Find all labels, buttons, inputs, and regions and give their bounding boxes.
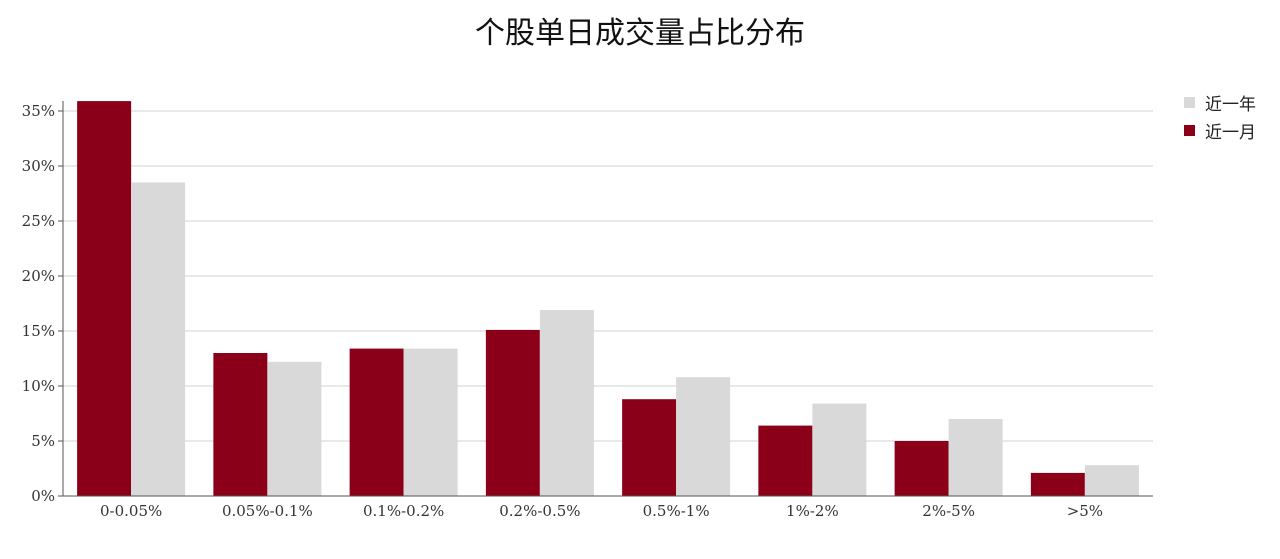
x-tick-label: 0.5%-1% [643, 502, 710, 520]
bar-month [213, 353, 268, 496]
bar-year [539, 310, 594, 496]
bar-month [349, 348, 404, 496]
y-tick-label: 15% [22, 322, 55, 340]
legend-item-year[interactable]: 近一年 [1184, 88, 1256, 116]
x-tick-label: 0-0.05% [100, 502, 162, 520]
bar-year [812, 403, 867, 496]
y-tick-label: 35% [22, 102, 55, 120]
bar-year [267, 361, 322, 496]
bar-year [1084, 465, 1139, 496]
y-tick-label: 25% [22, 212, 55, 230]
legend-label-month: 近一月 [1205, 122, 1256, 143]
legend: 近一年 近一月 [1184, 88, 1256, 144]
bar-year [676, 377, 731, 496]
legend-label-year: 近一年 [1205, 94, 1256, 115]
bar-month [894, 441, 949, 496]
y-tick-label: 0% [31, 487, 55, 505]
bar-month [77, 101, 132, 496]
x-tick-label: 0.05%-0.1% [222, 502, 313, 520]
legend-item-month[interactable]: 近一月 [1184, 116, 1256, 144]
y-tick-label: 30% [22, 157, 55, 175]
y-tick-label: 20% [22, 267, 55, 285]
bars [77, 101, 1139, 496]
legend-swatch-year [1184, 96, 1195, 108]
bar-year [948, 419, 1003, 496]
bar-month [622, 399, 677, 496]
legend-swatch-month [1184, 124, 1195, 136]
y-tick-label: 5% [31, 432, 55, 450]
x-tick-label: >5% [1067, 502, 1103, 520]
x-tick-label: 2%-5% [922, 502, 975, 520]
y-tick-label: 10% [22, 377, 55, 395]
chart-title: 个股单日成交量占比分布 [475, 16, 805, 51]
x-tick-label: 1%-2% [786, 502, 839, 520]
x-tick-label: 0.1%-0.2% [363, 502, 444, 520]
bar-month [758, 425, 813, 496]
axes [58, 101, 1153, 497]
tick-labels: 0% 5% 10% 15% 20% 25% 30% 35% 0-0.05% 0.05%-0.1% 0… [22, 102, 1103, 520]
bar-month [485, 329, 540, 496]
x-tick-label: 0.2%-0.5% [499, 502, 580, 520]
bar-year [131, 182, 186, 496]
bar-year [403, 348, 458, 496]
bar-month [1030, 472, 1085, 496]
